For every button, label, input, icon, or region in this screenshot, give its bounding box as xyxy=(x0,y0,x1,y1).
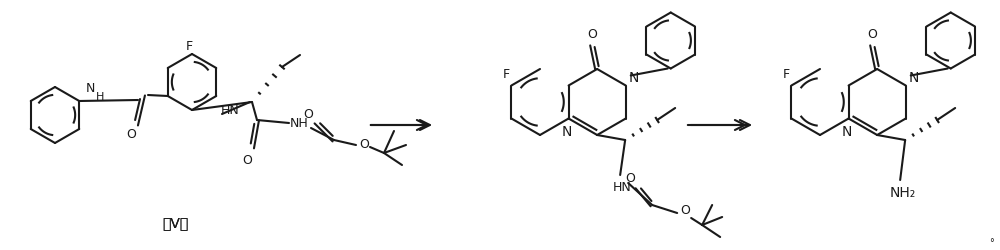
Text: N: N xyxy=(841,124,852,138)
Text: N: N xyxy=(561,124,572,138)
Text: N: N xyxy=(629,71,639,85)
Text: （V）: （V） xyxy=(162,215,188,229)
Text: N: N xyxy=(909,71,919,85)
Text: F: F xyxy=(185,40,193,53)
Text: °: ° xyxy=(990,237,994,247)
Text: O: O xyxy=(867,28,877,40)
Text: O: O xyxy=(625,172,635,185)
Text: NH: NH xyxy=(290,117,308,130)
Text: （V）: （V） xyxy=(162,215,188,229)
Text: O: O xyxy=(680,204,690,217)
Text: O: O xyxy=(303,107,313,120)
Text: HN: HN xyxy=(613,181,632,194)
Text: O: O xyxy=(359,137,369,150)
Text: HN: HN xyxy=(221,104,239,117)
Text: O: O xyxy=(587,28,597,40)
Text: F: F xyxy=(503,68,510,81)
Text: O: O xyxy=(126,128,136,141)
Text: H: H xyxy=(96,92,104,102)
Text: O: O xyxy=(242,154,252,167)
Text: N: N xyxy=(86,81,95,94)
Text: F: F xyxy=(783,68,790,81)
Text: NH₂: NH₂ xyxy=(890,185,916,199)
